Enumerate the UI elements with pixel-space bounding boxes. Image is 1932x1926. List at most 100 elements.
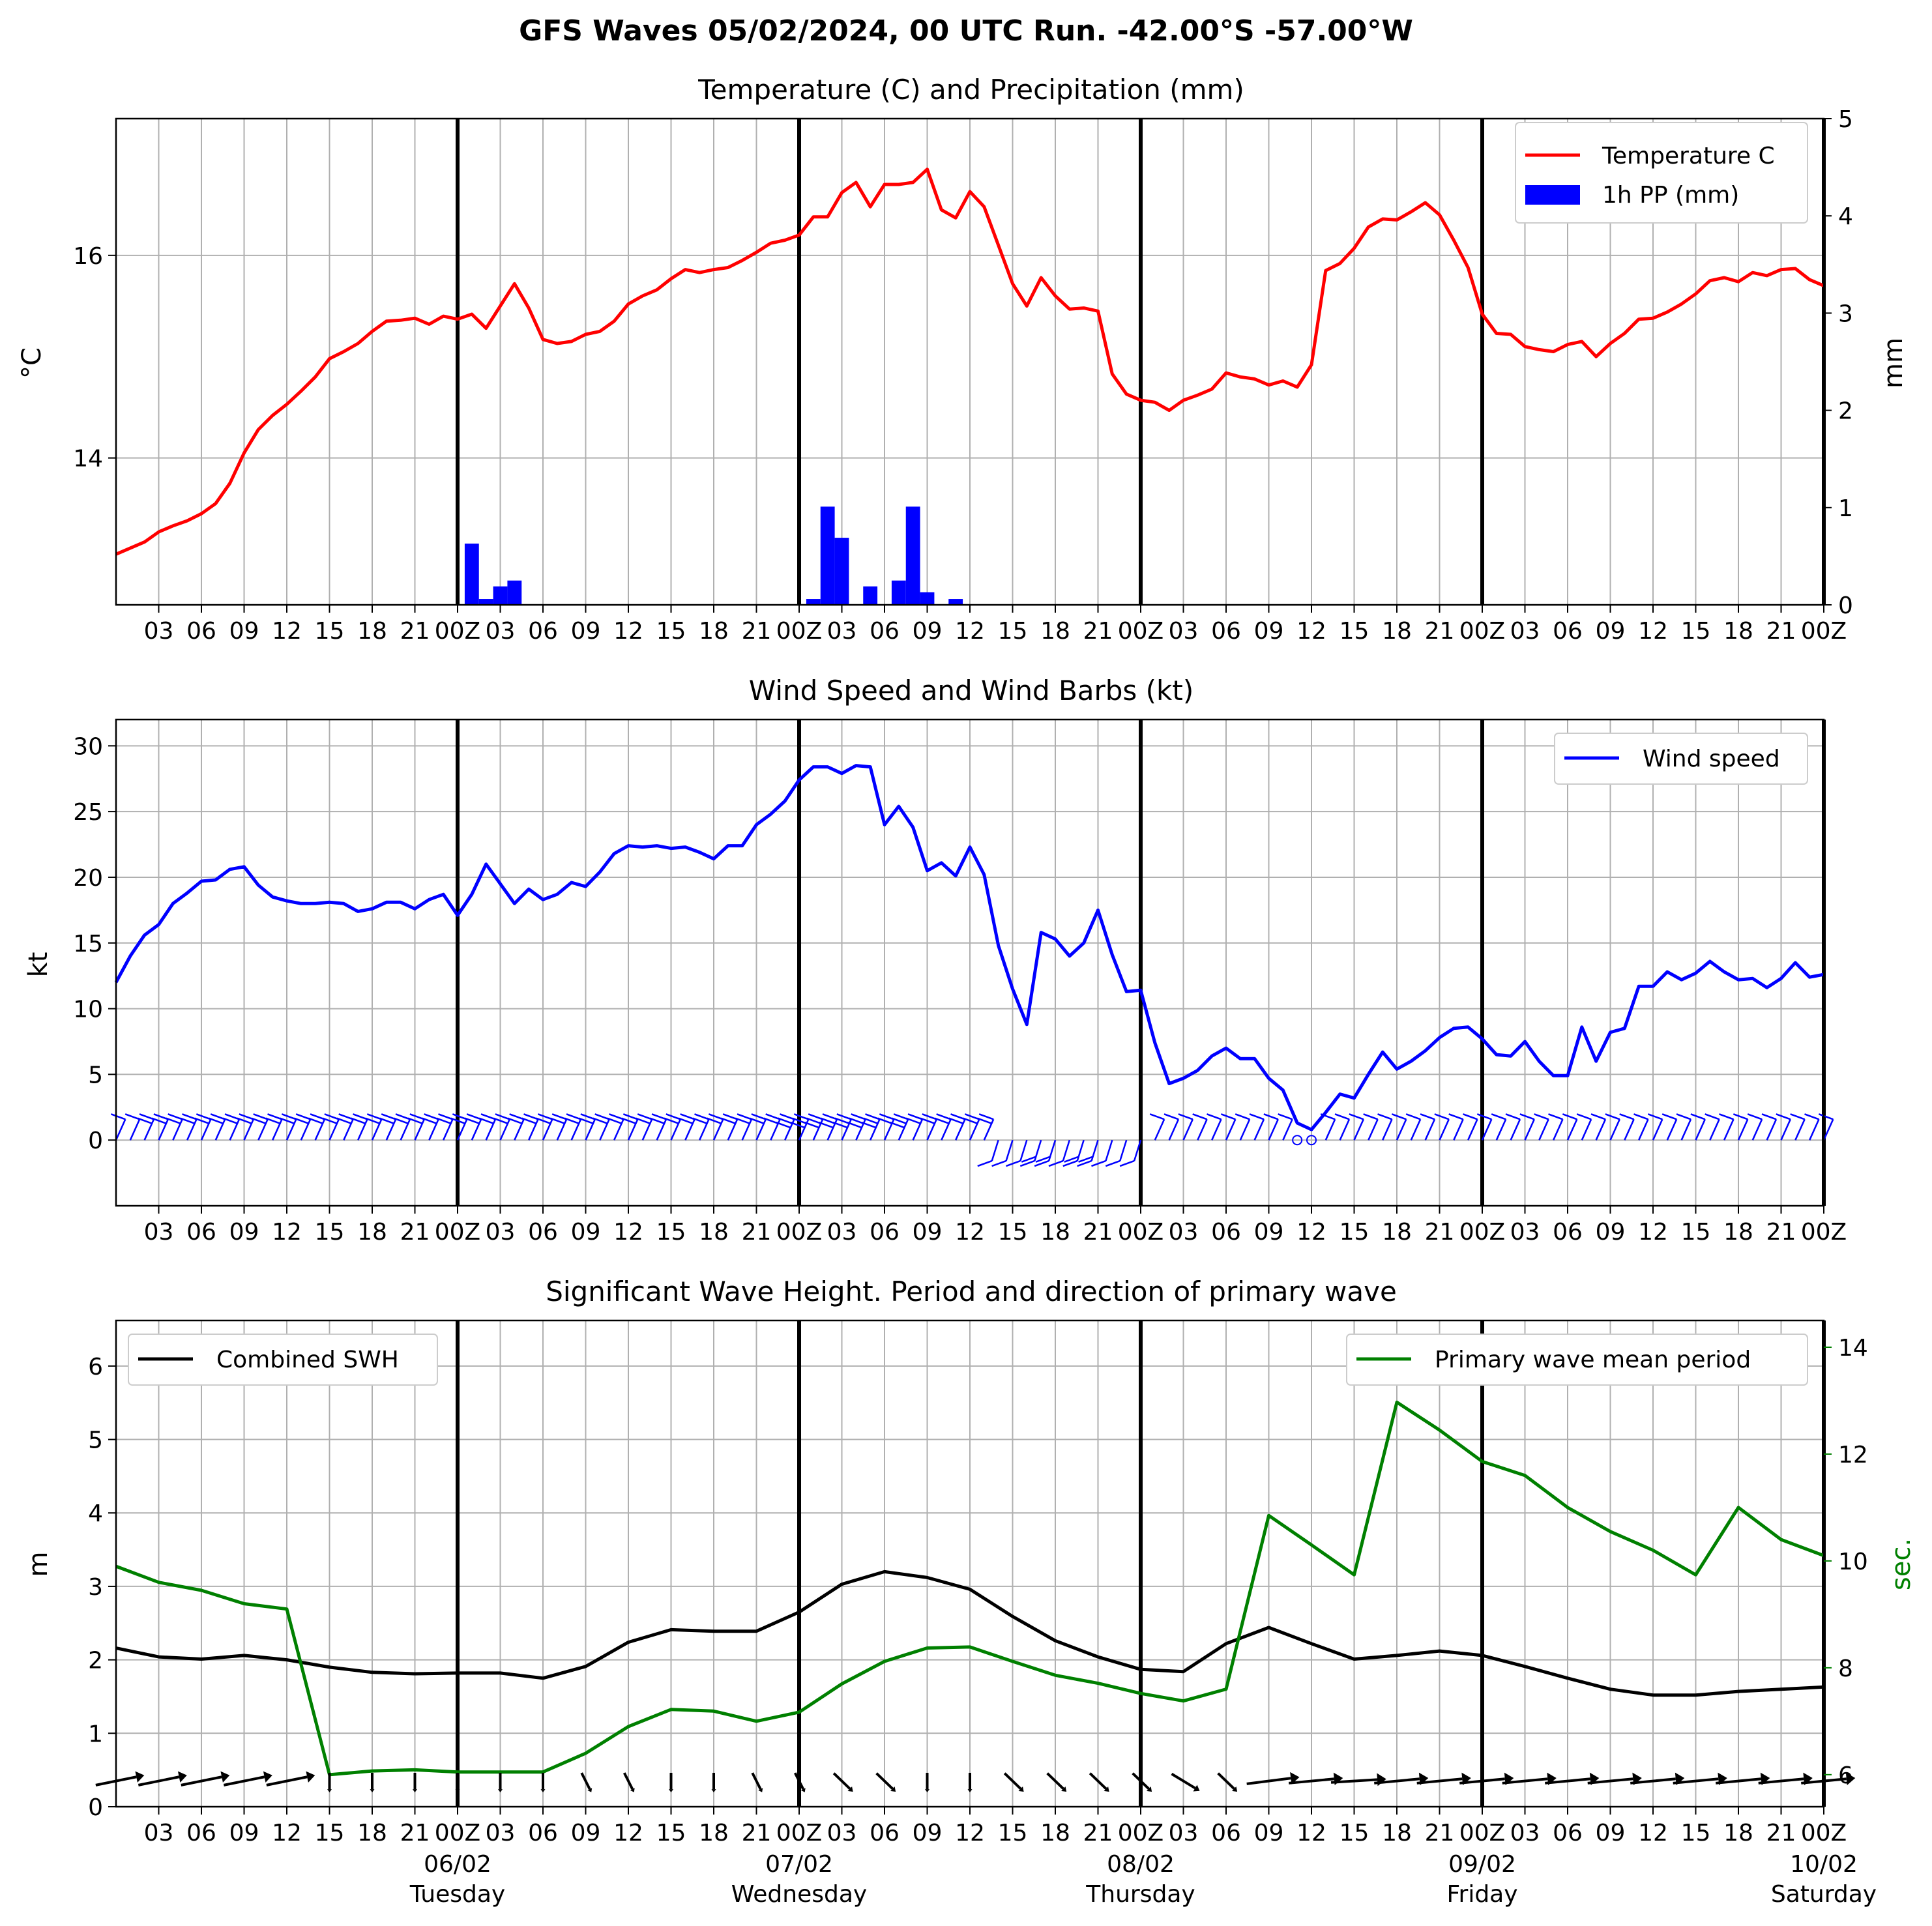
wind-barb-feather <box>907 1113 923 1120</box>
wind-barb-staff <box>385 1118 397 1141</box>
wind-barb-staff <box>1211 1118 1222 1141</box>
wave-direction-arrowhead <box>540 1789 546 1793</box>
wave-direction-arrowhead <box>1104 1786 1109 1792</box>
wind-barb-feather <box>1463 1113 1478 1120</box>
wind-barb-feather <box>851 1113 866 1120</box>
wind-barb-feather <box>137 1117 153 1124</box>
legend-precip-swatch <box>1525 185 1580 205</box>
wind-barb-staff <box>1666 1118 1678 1141</box>
wind-barb-staff <box>1154 1118 1165 1141</box>
wind-barb-feather <box>890 1121 905 1129</box>
wind-barb-feather <box>765 1113 781 1120</box>
x-tick-label: 00Z <box>1118 618 1164 645</box>
wind-barb-feather <box>948 1117 964 1124</box>
x-tick-label: 06 <box>528 1219 558 1246</box>
wind-barb-staff <box>428 1118 439 1141</box>
x-tick-label: 06 <box>870 1820 900 1846</box>
wave-direction-arrow <box>223 1775 265 1787</box>
wind-barb-staff <box>1268 1118 1279 1141</box>
x-tick-label: 00Z <box>1118 1820 1164 1846</box>
y-tick-label: 5 <box>88 1427 103 1454</box>
x-tick-label: 18 <box>357 1219 387 1246</box>
x-tick-label: 12 <box>1638 1219 1668 1246</box>
wind-barb-feather <box>749 1117 765 1124</box>
wind-barb-staff <box>1253 1118 1265 1141</box>
wind-barb-staff <box>1566 1118 1578 1141</box>
wind-barb-feather <box>493 1117 508 1124</box>
wind-barb-feather <box>1178 1113 1193 1120</box>
day-name-label: Thursday <box>1085 1881 1195 1908</box>
wind-panel-title: Wind Speed and Wind Barbs (kt) <box>749 675 1193 707</box>
wind-barb-feather <box>194 1117 209 1124</box>
wave-direction-arrow <box>1587 1777 1633 1785</box>
wave-direction-arrow <box>1630 1777 1676 1785</box>
precip-bar <box>464 544 479 605</box>
precip-bar <box>834 538 849 605</box>
precip-bar <box>507 580 522 605</box>
wind-grid <box>116 720 1826 1206</box>
wind-barb-feather <box>893 1113 909 1120</box>
wind-barb-feather <box>1391 1113 1407 1120</box>
x-tick-label: 15 <box>1681 1219 1711 1246</box>
wave-direction-arrow <box>266 1775 308 1787</box>
x-tick-label: 15 <box>1681 618 1711 645</box>
wave-direction-arrowhead <box>758 1788 763 1792</box>
wind-barb-feather <box>1747 1113 1763 1120</box>
wind-barb-staff <box>613 1118 624 1141</box>
wind-barb-feather <box>1192 1113 1208 1120</box>
wind-barb-feather <box>849 1117 864 1124</box>
wind-barb-staff <box>1076 1139 1085 1161</box>
x-tick-label: 00Z <box>1801 1219 1847 1246</box>
x-tick-label: 06 <box>528 618 558 645</box>
wave-direction-arrow <box>1089 1772 1107 1790</box>
wind-barb-feather <box>251 1117 267 1124</box>
wind-barb-feather <box>818 1121 834 1129</box>
wind-barb-staff <box>1481 1118 1493 1141</box>
x-tick-label: 09 <box>1596 1219 1626 1246</box>
wind-barb-staff <box>1225 1118 1237 1141</box>
precip-bar <box>493 586 508 605</box>
wave-direction-arrow <box>1459 1777 1505 1785</box>
wind-barb-feather <box>551 1113 567 1120</box>
wind-barb-feather <box>536 1117 551 1124</box>
wind-barb-feather <box>351 1117 366 1124</box>
wind-barb-feather <box>495 1113 510 1120</box>
wind-barb-feather <box>1062 1160 1078 1167</box>
wind-barb-staff <box>1453 1118 1464 1141</box>
wave-direction-arrow <box>832 1772 851 1790</box>
wind-barb-staff <box>585 1118 596 1141</box>
wave-direction-arrowhead <box>1061 1786 1067 1792</box>
legend-period-label: Primary wave mean period <box>1435 1347 1751 1373</box>
wind-barb-feather <box>168 1113 183 1120</box>
wave-direction-arrow <box>1758 1777 1804 1785</box>
wind-barb-feather <box>1548 1113 1563 1120</box>
x-tick-label: 00Z <box>435 1219 480 1246</box>
wind-barb-staff <box>1239 1118 1251 1141</box>
wind-barb-staff <box>243 1118 254 1141</box>
x-tick-label: 03 <box>1510 1219 1540 1246</box>
figure-title: GFS Waves 05/02/2024, 00 UTC Run. -42.00… <box>519 14 1413 48</box>
wind-barb-feather <box>593 1117 608 1124</box>
wind-barb-feather <box>991 1160 1007 1167</box>
wind-barb-feather <box>521 1117 537 1124</box>
wind-barb-staff <box>627 1118 639 1141</box>
x-tick-label: 09 <box>571 618 601 645</box>
wind-barb-staff <box>556 1118 568 1141</box>
wind-barb-feather <box>153 1113 169 1120</box>
wind-barb-staff <box>1538 1118 1549 1141</box>
x-tick-label: 00Z <box>1459 1219 1505 1246</box>
wind-barb-feather <box>1661 1113 1677 1120</box>
wind-barb-staff <box>1624 1118 1635 1141</box>
x-tick-label: 21 <box>742 618 772 645</box>
x-tick-label: 21 <box>1425 1820 1455 1846</box>
wind-barb-feather <box>1235 1113 1250 1120</box>
y-tick-label: 2 <box>88 1648 103 1674</box>
wind-barb-feather <box>1091 1160 1106 1167</box>
day-name-label: Friday <box>1446 1881 1517 1908</box>
wave-direction-arrowhead <box>327 1789 332 1793</box>
wind-barb-staff <box>741 1118 753 1141</box>
wind-barb-feather <box>778 1117 793 1124</box>
wind-barb-feather <box>607 1117 622 1124</box>
wind-barb-feather <box>253 1113 269 1120</box>
wave-direction-arrowhead <box>220 1771 230 1783</box>
